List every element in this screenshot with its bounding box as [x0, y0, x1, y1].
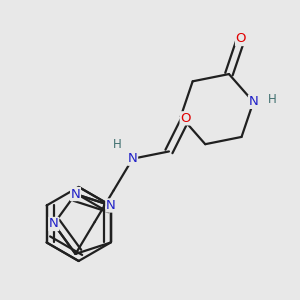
Text: H: H [113, 138, 122, 151]
Text: N: N [106, 199, 116, 212]
Text: N: N [248, 95, 258, 108]
Text: O: O [236, 32, 246, 46]
Text: N: N [70, 188, 80, 200]
Text: O: O [180, 112, 191, 125]
Text: H: H [268, 93, 277, 106]
Text: N: N [49, 218, 58, 230]
Text: N: N [128, 152, 137, 165]
